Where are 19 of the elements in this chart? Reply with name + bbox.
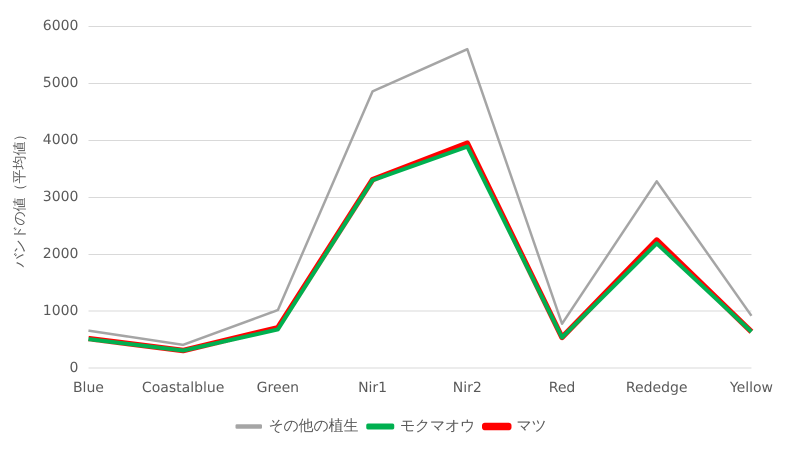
x-tick-label: Nir1 <box>358 380 388 396</box>
y-axis-title: バンドの値（平均値） <box>12 127 28 268</box>
x-tick-label: Coastalblue <box>142 380 224 396</box>
legend-label: その他の植生 <box>268 416 358 434</box>
x-tick-label: Blue <box>72 380 104 396</box>
legend-label: マツ <box>516 416 546 434</box>
x-tick-label: Green <box>256 380 300 396</box>
y-tick-label: 5000 <box>42 75 78 92</box>
x-tick-label: Yellow <box>728 380 774 396</box>
y-tick-label: 4000 <box>42 132 78 148</box>
legend-label: モクマオウ <box>400 416 475 434</box>
x-tick-label: Nir2 <box>452 380 482 396</box>
x-tick-label: Red <box>548 380 576 396</box>
y-tick-label: 0 <box>70 360 78 376</box>
y-tick-label: 6000 <box>42 18 78 34</box>
y-tick-label: 2000 <box>42 246 78 262</box>
y-tick-label: 3000 <box>42 188 78 205</box>
x-tick-label: Rededge <box>626 380 688 396</box>
y-tick-label: 1000 <box>42 302 78 319</box>
